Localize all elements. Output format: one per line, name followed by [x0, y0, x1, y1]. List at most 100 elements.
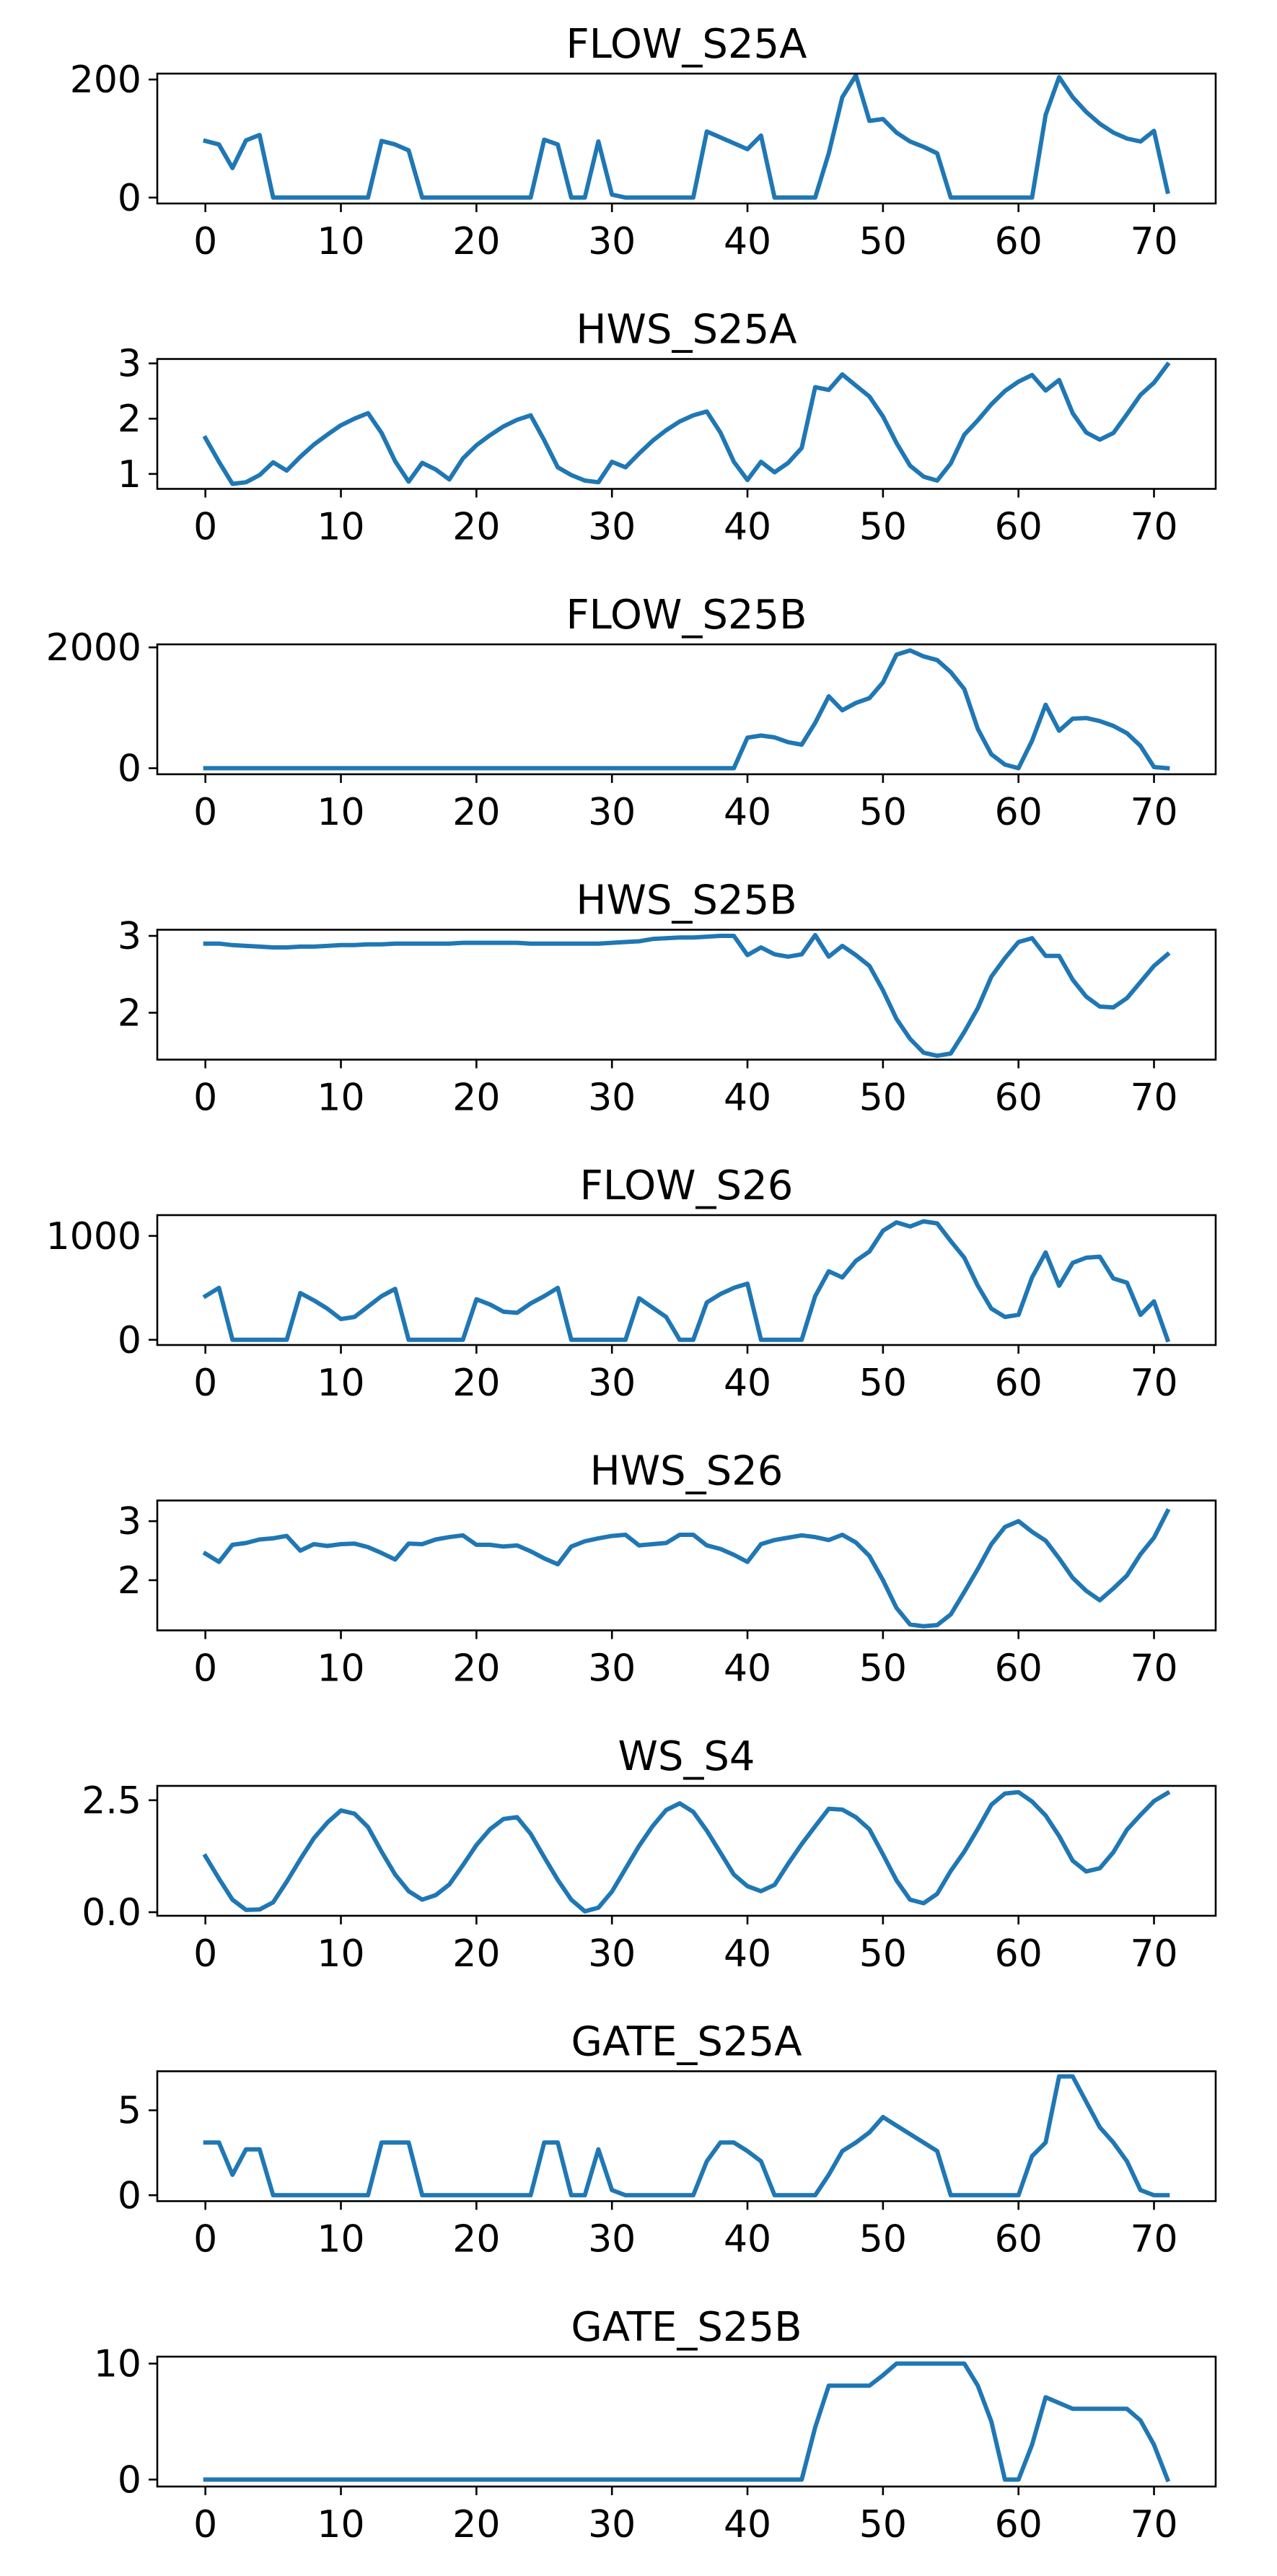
- y-tick-label: 0.0: [82, 1891, 141, 1935]
- x-tick-label: 50: [859, 2218, 907, 2261]
- x-tick-label: 30: [588, 220, 636, 263]
- x-tick-label: 10: [317, 1932, 364, 1976]
- x-tick-label: 60: [995, 1932, 1043, 1976]
- x-tick-label: 30: [588, 1077, 636, 1120]
- y-tick-label: 2.5: [82, 1779, 141, 1823]
- x-tick-label: 50: [859, 2503, 907, 2546]
- y-tick-label: 5: [118, 2090, 141, 2133]
- plot-area: [156, 72, 1217, 205]
- x-tick-label: 70: [1130, 506, 1177, 549]
- data-series-line: [203, 933, 1171, 1059]
- subplot-gate-s25a: GATE_S25A 0 10 20 30 40 50 60 70 0 5: [118, 2019, 1217, 2261]
- y-tick-label: 2: [118, 992, 141, 1035]
- x-tick-label: 60: [995, 1077, 1043, 1120]
- y-tick-label: 1000: [46, 1215, 141, 1258]
- x-tick-label: 10: [317, 220, 364, 263]
- x-tick-label: 10: [317, 2503, 364, 2546]
- y-tick-label: 10: [94, 2343, 141, 2386]
- subplot-hws-s25b: HWS_S25B 0 10 20 30 40 50 60 70 2 3: [118, 877, 1217, 1120]
- subplot-flow-s25b: FLOW_S25B 0 10 20 30 40 50 60 70 0 2000: [46, 592, 1217, 834]
- x-tick-label: 60: [995, 2503, 1043, 2546]
- y-tick-label: 0: [118, 1319, 141, 1362]
- chart-title: GATE_S25B: [571, 2304, 802, 2351]
- x-tick-label: 0: [193, 791, 217, 834]
- x-tick-label: 10: [317, 1362, 364, 1405]
- plot-area: [156, 2070, 1217, 2202]
- x-tick-label: 60: [995, 1647, 1043, 1691]
- x-tick-label: 60: [995, 506, 1043, 549]
- x-tick-label: 0: [193, 2503, 217, 2546]
- x-tick-label: 70: [1130, 1077, 1177, 1120]
- chart-title: HWS_S25A: [576, 307, 797, 354]
- data-series-line: [202, 1789, 1171, 1914]
- subplot-ws-s4: WS_S4 0 10 20 30 40 50 60 70 0.0 2.5: [82, 1733, 1217, 1976]
- x-tick-label: 40: [724, 220, 771, 263]
- data-series-line: [202, 1219, 1171, 1343]
- subplot-gate-s25b: GATE_S25B 0 10 20 30 40 50 60 70 0 10: [94, 2304, 1217, 2546]
- x-tick-label: 30: [588, 1932, 636, 1976]
- x-tick-label: 40: [724, 791, 771, 834]
- x-tick-label: 70: [1130, 1362, 1177, 1405]
- subplot-hws-s26: HWS_S26 0 10 20 30 40 50 60 70 2 3: [118, 1448, 1217, 1691]
- y-tick-label: 3: [118, 915, 141, 958]
- x-tick-label: 30: [588, 2218, 636, 2261]
- x-tick-label: 60: [995, 1362, 1043, 1405]
- data-series-line: [202, 362, 1171, 486]
- x-tick-label: 10: [317, 1077, 364, 1120]
- x-tick-label: 0: [193, 1077, 217, 1120]
- x-tick-label: 20: [452, 1932, 500, 1976]
- x-tick-label: 10: [317, 1647, 364, 1691]
- x-tick-label: 40: [724, 2503, 771, 2546]
- x-tick-label: 50: [859, 220, 907, 263]
- chart-title: FLOW_S26: [580, 1162, 794, 1209]
- x-tick-label: 50: [859, 1647, 907, 1691]
- chart-title: HWS_S25B: [576, 877, 797, 924]
- y-tick-label: 0: [118, 2174, 141, 2217]
- x-tick-label: 60: [995, 2218, 1043, 2261]
- plot-area: [156, 643, 1217, 776]
- subplot-flow-s25a: FLOW_S25A 0 10 20 30 40 50 60 70 0 200: [70, 21, 1217, 263]
- x-tick-label: 20: [452, 2503, 500, 2546]
- y-tick-label: 0: [118, 2458, 141, 2502]
- y-tick-label: 0: [118, 177, 141, 220]
- x-tick-label: 30: [588, 1647, 636, 1691]
- x-tick-label: 50: [859, 1077, 907, 1120]
- x-tick-label: 30: [588, 2503, 636, 2546]
- x-tick-label: 40: [724, 506, 771, 549]
- x-tick-label: 10: [317, 791, 364, 834]
- x-tick-label: 20: [452, 220, 500, 263]
- x-tick-label: 50: [859, 506, 907, 549]
- data-series-line: [203, 648, 1170, 771]
- x-tick-label: 60: [995, 791, 1043, 834]
- x-tick-label: 0: [193, 506, 217, 549]
- x-tick-label: 60: [995, 220, 1043, 263]
- chart-title: FLOW_S25B: [566, 592, 807, 639]
- x-tick-label: 50: [859, 1932, 907, 1976]
- data-series-line: [203, 73, 1170, 200]
- x-tick-label: 10: [317, 2218, 364, 2261]
- y-tick-label: 2: [118, 1559, 141, 1603]
- y-tick-label: 0: [118, 748, 141, 791]
- x-tick-label: 0: [193, 1647, 217, 1691]
- y-tick-label: 3: [118, 1500, 141, 1543]
- plot-area: [156, 2355, 1217, 2488]
- plot-area: [156, 1499, 1217, 1631]
- x-tick-label: 70: [1130, 220, 1177, 263]
- plot-area: [156, 1214, 1217, 1346]
- x-tick-label: 70: [1130, 1647, 1177, 1691]
- x-tick-label: 40: [724, 1362, 771, 1405]
- chart-title: FLOW_S25A: [566, 21, 807, 68]
- x-tick-label: 30: [588, 791, 636, 834]
- x-tick-label: 30: [588, 1362, 636, 1405]
- x-tick-label: 10: [317, 506, 364, 549]
- x-tick-label: 70: [1130, 1932, 1177, 1976]
- data-series-line: [203, 2074, 1170, 2198]
- x-tick-label: 20: [452, 1077, 500, 1120]
- x-tick-label: 20: [452, 1647, 500, 1691]
- plot-area: [156, 358, 1217, 490]
- subplot-flow-s26: FLOW_S26 0 10 20 30 40 50 60 70 0 1000: [46, 1162, 1217, 1405]
- x-tick-label: 0: [193, 1362, 217, 1405]
- x-tick-label: 40: [724, 1077, 771, 1120]
- y-tick-label: 1: [118, 453, 141, 496]
